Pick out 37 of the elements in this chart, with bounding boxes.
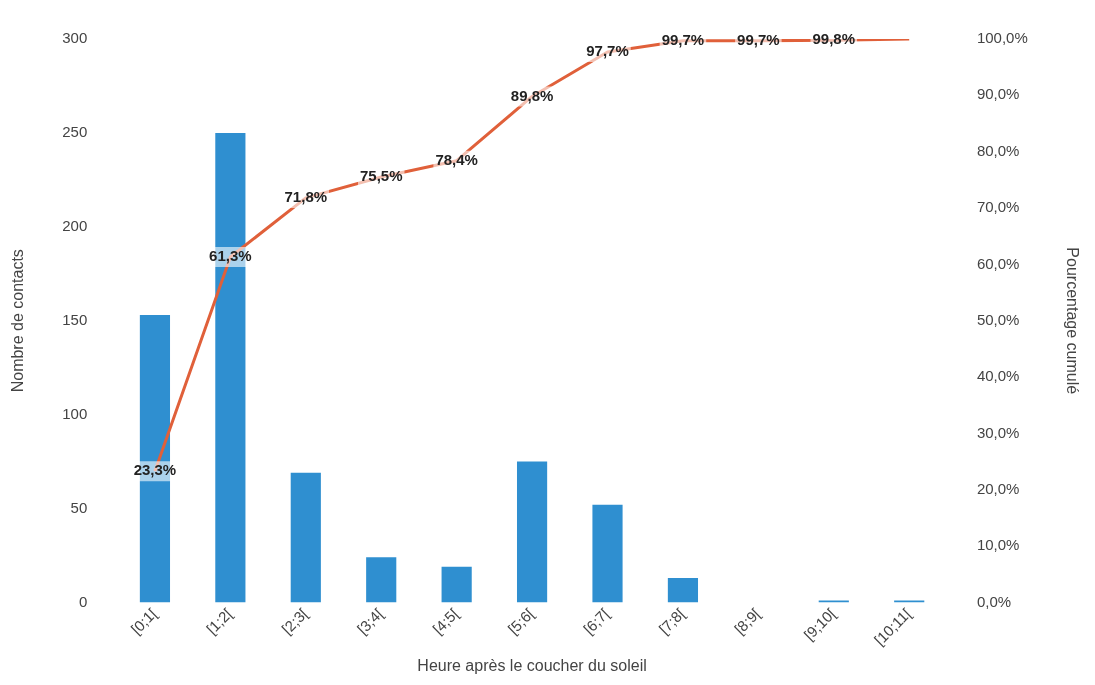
bar [667, 578, 699, 603]
bar [441, 566, 472, 603]
y2-tick-label: 60,0% [976, 254, 1020, 272]
y2-tick-label: 50,0% [976, 310, 1020, 328]
y-tick-label: 200 [62, 216, 88, 234]
bar [592, 504, 623, 603]
data-label: 78,4% [435, 150, 478, 168]
y-tick-label: 300 [62, 29, 88, 47]
bar [366, 557, 397, 603]
data-label: 99,7% [661, 30, 705, 48]
y2-tick-label: 100,0% [976, 29, 1028, 47]
y-tick-label: 50 [70, 498, 88, 516]
x-axis-title: Heure après le coucher du soleil [417, 656, 647, 674]
data-label: 61,3% [209, 247, 252, 265]
y2-tick-label: 10,0% [976, 536, 1020, 554]
y2-tick-label: 70,0% [976, 198, 1020, 216]
data-label: 89,8% [510, 86, 554, 104]
y2-tick-label: 90,0% [976, 85, 1020, 103]
y-tick-label: 100 [62, 404, 88, 422]
bar [290, 472, 321, 603]
data-label: 99,8% [812, 30, 856, 48]
y2-axis-title: Pourcentage cumulé [1063, 247, 1081, 395]
y2-tick-label: 30,0% [976, 423, 1020, 441]
data-label: 99,7% [737, 30, 780, 48]
y2-tick-label: 40,0% [976, 367, 1020, 385]
y-tick-label: 250 [62, 123, 88, 141]
y2-tick-label: 20,0% [976, 479, 1020, 497]
y-tick-label: 150 [62, 310, 88, 328]
y-tick-label: 0 [78, 592, 88, 610]
bar [516, 461, 548, 603]
y-axis-title: Nombre de contacts [9, 249, 27, 393]
y2-tick-label: 0,0% [976, 592, 1012, 610]
data-label: 71,8% [284, 188, 328, 206]
y2-tick-label: 80,0% [976, 141, 1020, 159]
data-label: 97,7% [586, 42, 629, 60]
data-label: 23,3% [133, 461, 177, 479]
data-label: 75,5% [359, 167, 403, 185]
